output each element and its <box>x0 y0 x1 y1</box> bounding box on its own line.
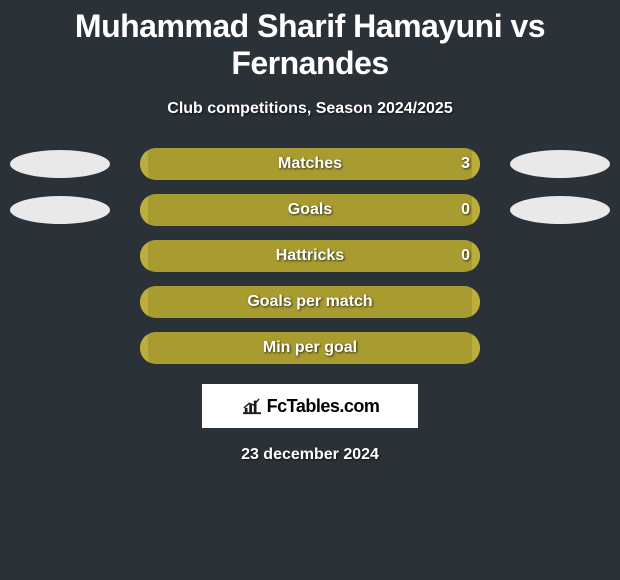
logo-box: FcTables.com <box>202 384 418 428</box>
stats-rows: Matches3Goals0Hattricks0Goals per matchM… <box>0 148 620 364</box>
stat-bar: Hattricks <box>140 240 480 272</box>
logo-chart-icon <box>241 397 263 415</box>
stat-label: Min per goal <box>140 332 480 364</box>
stat-value-right: 0 <box>461 194 470 226</box>
stat-row: Matches3 <box>0 148 620 180</box>
stat-bar: Min per goal <box>140 332 480 364</box>
player-right-ellipse <box>510 150 610 178</box>
stat-label: Goals <box>140 194 480 226</box>
stat-label: Goals per match <box>140 286 480 318</box>
player-right-ellipse <box>510 196 610 224</box>
stat-bar: Goals per match <box>140 286 480 318</box>
subtitle: Club competitions, Season 2024/2025 <box>0 100 620 118</box>
stat-value-right: 3 <box>461 148 470 180</box>
logo-suffix: Tables.com <box>287 396 380 416</box>
date-text: 23 december 2024 <box>0 446 620 464</box>
logo-text: FcTables.com <box>267 396 380 417</box>
player-left-ellipse <box>10 150 110 178</box>
stat-row: Hattricks0 <box>0 240 620 272</box>
stat-label: Matches <box>140 148 480 180</box>
logo-prefix: Fc <box>267 396 287 416</box>
stat-label: Hattricks <box>140 240 480 272</box>
stat-row: Min per goal <box>0 332 620 364</box>
stat-row: Goals per match <box>0 286 620 318</box>
stat-bar: Matches <box>140 148 480 180</box>
stat-row: Goals0 <box>0 194 620 226</box>
page-title: Muhammad Sharif Hamayuni vs Fernandes <box>0 0 620 82</box>
stat-value-right: 0 <box>461 240 470 272</box>
stat-bar: Goals <box>140 194 480 226</box>
player-left-ellipse <box>10 196 110 224</box>
